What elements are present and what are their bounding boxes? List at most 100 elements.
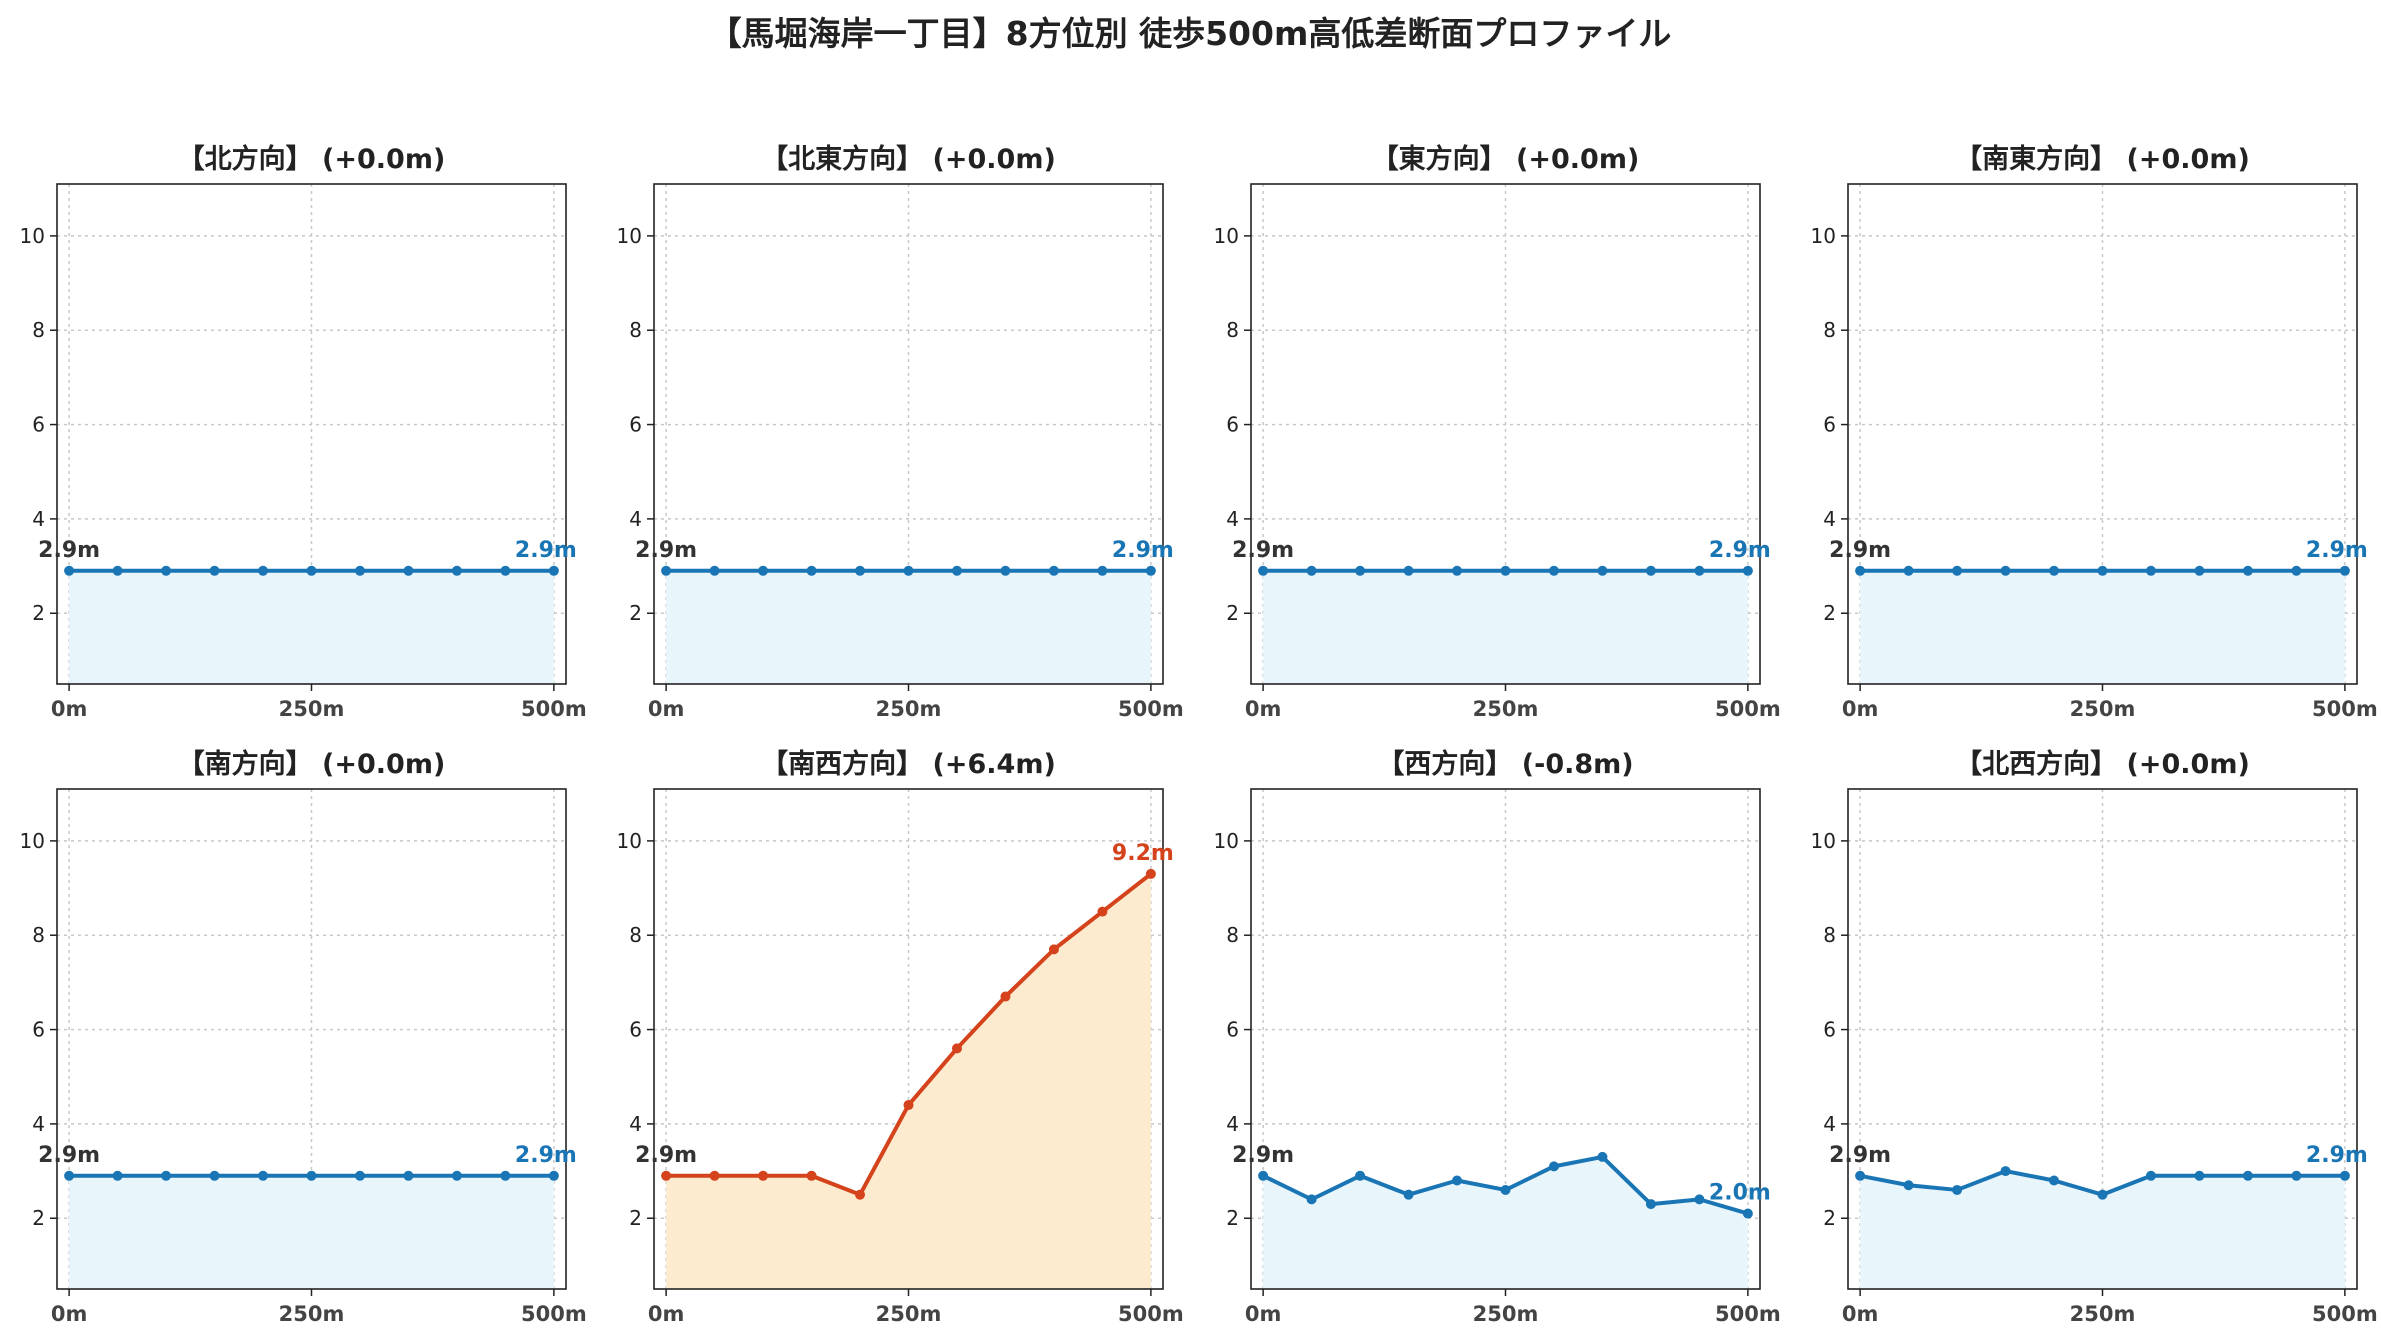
panel-title: 【北方向】 (+0.0m)	[178, 143, 446, 175]
data-point	[903, 565, 914, 576]
data-point	[1548, 565, 1559, 576]
data-point	[2339, 1170, 2350, 1181]
data-point	[2049, 1175, 2060, 1186]
end-label: 2.9m	[515, 538, 577, 563]
x-tick-label: 500m	[1715, 1302, 1781, 1326]
data-point	[1145, 868, 1156, 879]
data-point	[1403, 565, 1414, 576]
y-tick-label: 6	[1226, 1018, 1239, 1042]
x-tick-label: 250m	[279, 697, 345, 721]
y-tick-label: 2	[1823, 1206, 1836, 1230]
data-point	[709, 565, 720, 576]
data-point	[112, 565, 123, 576]
x-tick-label: 500m	[1118, 1302, 1184, 1326]
y-tick-label: 6	[1823, 1018, 1836, 1042]
data-point	[661, 1170, 672, 1181]
x-tick-label: 250m	[876, 697, 942, 721]
data-point	[2097, 1189, 2108, 1200]
data-point	[2194, 565, 2205, 576]
data-point	[1097, 906, 1108, 917]
data-point	[951, 565, 962, 576]
y-tick-label: 10	[1811, 224, 1836, 248]
data-point	[2000, 565, 2011, 576]
data-point	[500, 565, 511, 576]
y-tick-label: 8	[1226, 923, 1239, 947]
panel-5: 【南西方向】 (+6.4m) 2 4 6 8 10 0m 250m 500m 2.9m 9.2m	[617, 748, 1184, 1326]
data-point	[2000, 1166, 2011, 1177]
y-tick-label: 10	[617, 829, 642, 853]
data-point	[1306, 1194, 1317, 1205]
data-point	[354, 1170, 365, 1181]
data-point	[855, 565, 866, 576]
area-fill	[69, 570, 554, 684]
x-tick-label: 250m	[1473, 1302, 1539, 1326]
y-tick-label: 2	[1226, 601, 1239, 625]
y-tick-label: 10	[20, 224, 45, 248]
data-point	[1258, 1170, 1269, 1181]
data-point	[709, 1170, 720, 1181]
panel-title: 【南東方向】 (+0.0m)	[1955, 143, 2250, 175]
data-point	[1048, 565, 1059, 576]
y-tick-label: 6	[629, 413, 642, 437]
start-label: 2.9m	[1829, 538, 1891, 563]
panel-0: 【北方向】 (+0.0m) 2 4 6 8 10 0m 250m 500m 2.9m 2.9m	[20, 143, 587, 721]
end-label: 9.2m	[1112, 841, 1174, 866]
data-point	[1597, 1151, 1608, 1162]
y-tick-label: 8	[1226, 318, 1239, 342]
panel-title: 【南方向】 (+0.0m)	[178, 748, 446, 780]
y-tick-label: 10	[1214, 829, 1239, 853]
y-tick-label: 8	[1823, 923, 1836, 947]
panel-7: 【北西方向】 (+0.0m) 2 4 6 8 10 0m 250m 500m 2.9m 2.9m	[1811, 748, 2378, 1326]
y-tick-label: 10	[1811, 829, 1836, 853]
y-tick-label: 4	[629, 507, 642, 531]
y-tick-label: 10	[617, 224, 642, 248]
area-fill	[1263, 570, 1748, 684]
data-point	[758, 1170, 769, 1181]
panel-3: 【南東方向】 (+0.0m) 2 4 6 8 10 0m 250m 500m 2.9m 2.9m	[1811, 143, 2378, 721]
data-point	[548, 565, 559, 576]
data-point	[855, 1189, 866, 1200]
data-point	[806, 1170, 817, 1181]
panel-2: 【東方向】 (+0.0m) 2 4 6 8 10 0m 250m 500m 2.9m 2.9m	[1214, 143, 1781, 721]
x-tick-label: 500m	[2312, 1302, 2378, 1326]
data-point	[1000, 565, 1011, 576]
data-point	[500, 1170, 511, 1181]
start-label: 2.9m	[1232, 1143, 1294, 1168]
data-point	[451, 1170, 462, 1181]
data-point	[1306, 565, 1317, 576]
y-tick-label: 2	[1823, 601, 1836, 625]
y-tick-label: 8	[629, 923, 642, 947]
data-point	[1403, 1189, 1414, 1200]
data-point	[1500, 565, 1511, 576]
data-point	[1355, 1170, 1366, 1181]
y-tick-label: 6	[629, 1018, 642, 1042]
y-tick-label: 4	[1823, 1112, 1836, 1136]
data-point	[1645, 565, 1656, 576]
data-point	[1000, 991, 1011, 1002]
panel-title: 【南西方向】 (+6.4m)	[761, 748, 1056, 780]
y-tick-label: 10	[1214, 224, 1239, 248]
y-tick-label: 6	[32, 413, 45, 437]
panel-title: 【北西方向】 (+0.0m)	[1955, 748, 2250, 780]
y-tick-label: 2	[629, 601, 642, 625]
y-tick-label: 8	[32, 318, 45, 342]
end-label: 2.0m	[1709, 1181, 1771, 1206]
data-point	[1742, 1208, 1753, 1219]
y-tick-label: 4	[1823, 507, 1836, 531]
data-point	[1903, 1180, 1914, 1191]
panel-6: 【西方向】 (-0.8m) 2 4 6 8 10 0m 250m 500m 2.9m 2.0m	[1214, 748, 1781, 1326]
data-point	[661, 565, 672, 576]
start-label: 2.9m	[38, 538, 100, 563]
data-point	[1048, 944, 1059, 955]
data-point	[1145, 565, 1156, 576]
x-tick-label: 0m	[1245, 697, 1282, 721]
data-point	[2242, 1170, 2253, 1181]
x-tick-label: 500m	[2312, 697, 2378, 721]
data-point	[1855, 565, 1866, 576]
y-tick-label: 6	[1823, 413, 1836, 437]
data-point	[403, 1170, 414, 1181]
data-point	[951, 1043, 962, 1054]
x-tick-label: 0m	[648, 697, 685, 721]
